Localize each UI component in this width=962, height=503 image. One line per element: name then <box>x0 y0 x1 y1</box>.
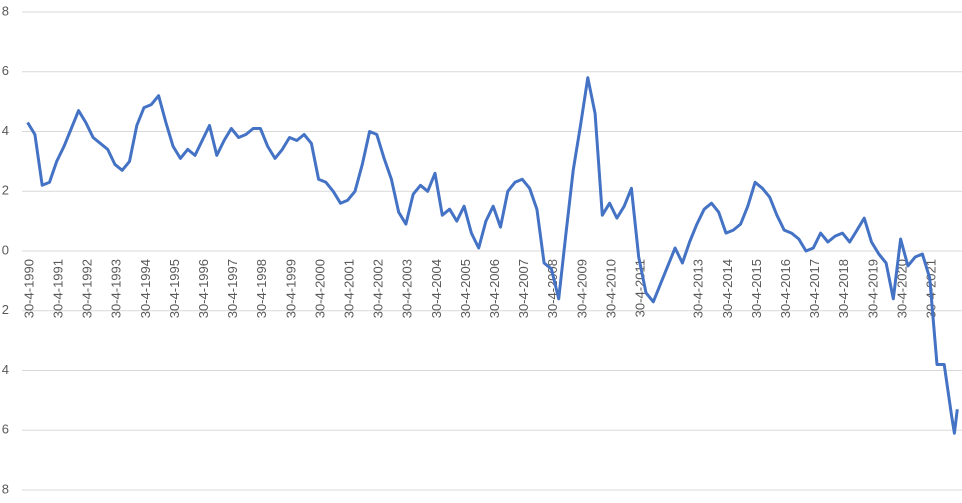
x-tick-label: 30-4-2003 <box>400 259 415 318</box>
y-tick-label: 4 <box>2 123 9 138</box>
x-tick-label: 30-4-2001 <box>341 259 356 318</box>
y-tick-label: 4 <box>2 362 9 377</box>
y-tick-label: 2 <box>2 183 9 198</box>
x-tick-label: 30-4-2008 <box>545 259 560 318</box>
y-tick-label: 6 <box>2 422 9 437</box>
y-tick-label: 6 <box>2 63 9 78</box>
x-tick-label: 30-4-2018 <box>836 259 851 318</box>
x-tick-label: 30-4-1995 <box>167 259 182 318</box>
x-tick-label: 30-4-2016 <box>778 259 793 318</box>
x-tick-label: 30-4-2017 <box>807 259 822 318</box>
x-tick-label: 30-4-2006 <box>487 259 502 318</box>
x-tick-label: 30-4-1997 <box>225 259 240 318</box>
x-tick-label: 30-4-2020 <box>894 259 909 318</box>
x-tick-label: 30-4-2014 <box>720 259 735 318</box>
x-tick-label: 30-4-1990 <box>21 259 36 318</box>
x-tick-label: 30-4-2002 <box>371 259 386 318</box>
x-tick-label: 30-4-1998 <box>254 259 269 318</box>
x-tick-label: 30-4-2010 <box>603 259 618 318</box>
x-tick-label: 30-4-2005 <box>458 259 473 318</box>
x-tick-label: 30-4-1991 <box>51 259 66 318</box>
x-tick-label: 30-4-2019 <box>865 259 880 318</box>
x-tick-label: 30-4-2000 <box>312 259 327 318</box>
y-tick-label: 2 <box>2 302 9 317</box>
y-tick-label: 0 <box>2 242 9 257</box>
x-tick-label: 30-4-2011 <box>632 259 647 317</box>
x-tick-label: 30-4-2015 <box>749 259 764 318</box>
x-tick-label: 30-4-1992 <box>80 259 95 318</box>
x-tick-label: 30-4-2013 <box>691 259 706 318</box>
x-tick-label: 30-4-1996 <box>196 259 211 318</box>
x-tick-label: 30-4-2004 <box>429 259 444 318</box>
y-tick-label: 8 <box>2 481 9 496</box>
x-tick-label: 30-4-2009 <box>574 259 589 318</box>
y-tick-label: 8 <box>2 3 9 18</box>
x-tick-label: 30-4-2007 <box>516 259 531 318</box>
data-line <box>26 76 959 435</box>
x-tick-label: 30-4-1999 <box>283 259 298 318</box>
x-tick-label: 30-4-1994 <box>138 259 153 318</box>
x-tick-label: 30-4-1993 <box>109 259 124 318</box>
